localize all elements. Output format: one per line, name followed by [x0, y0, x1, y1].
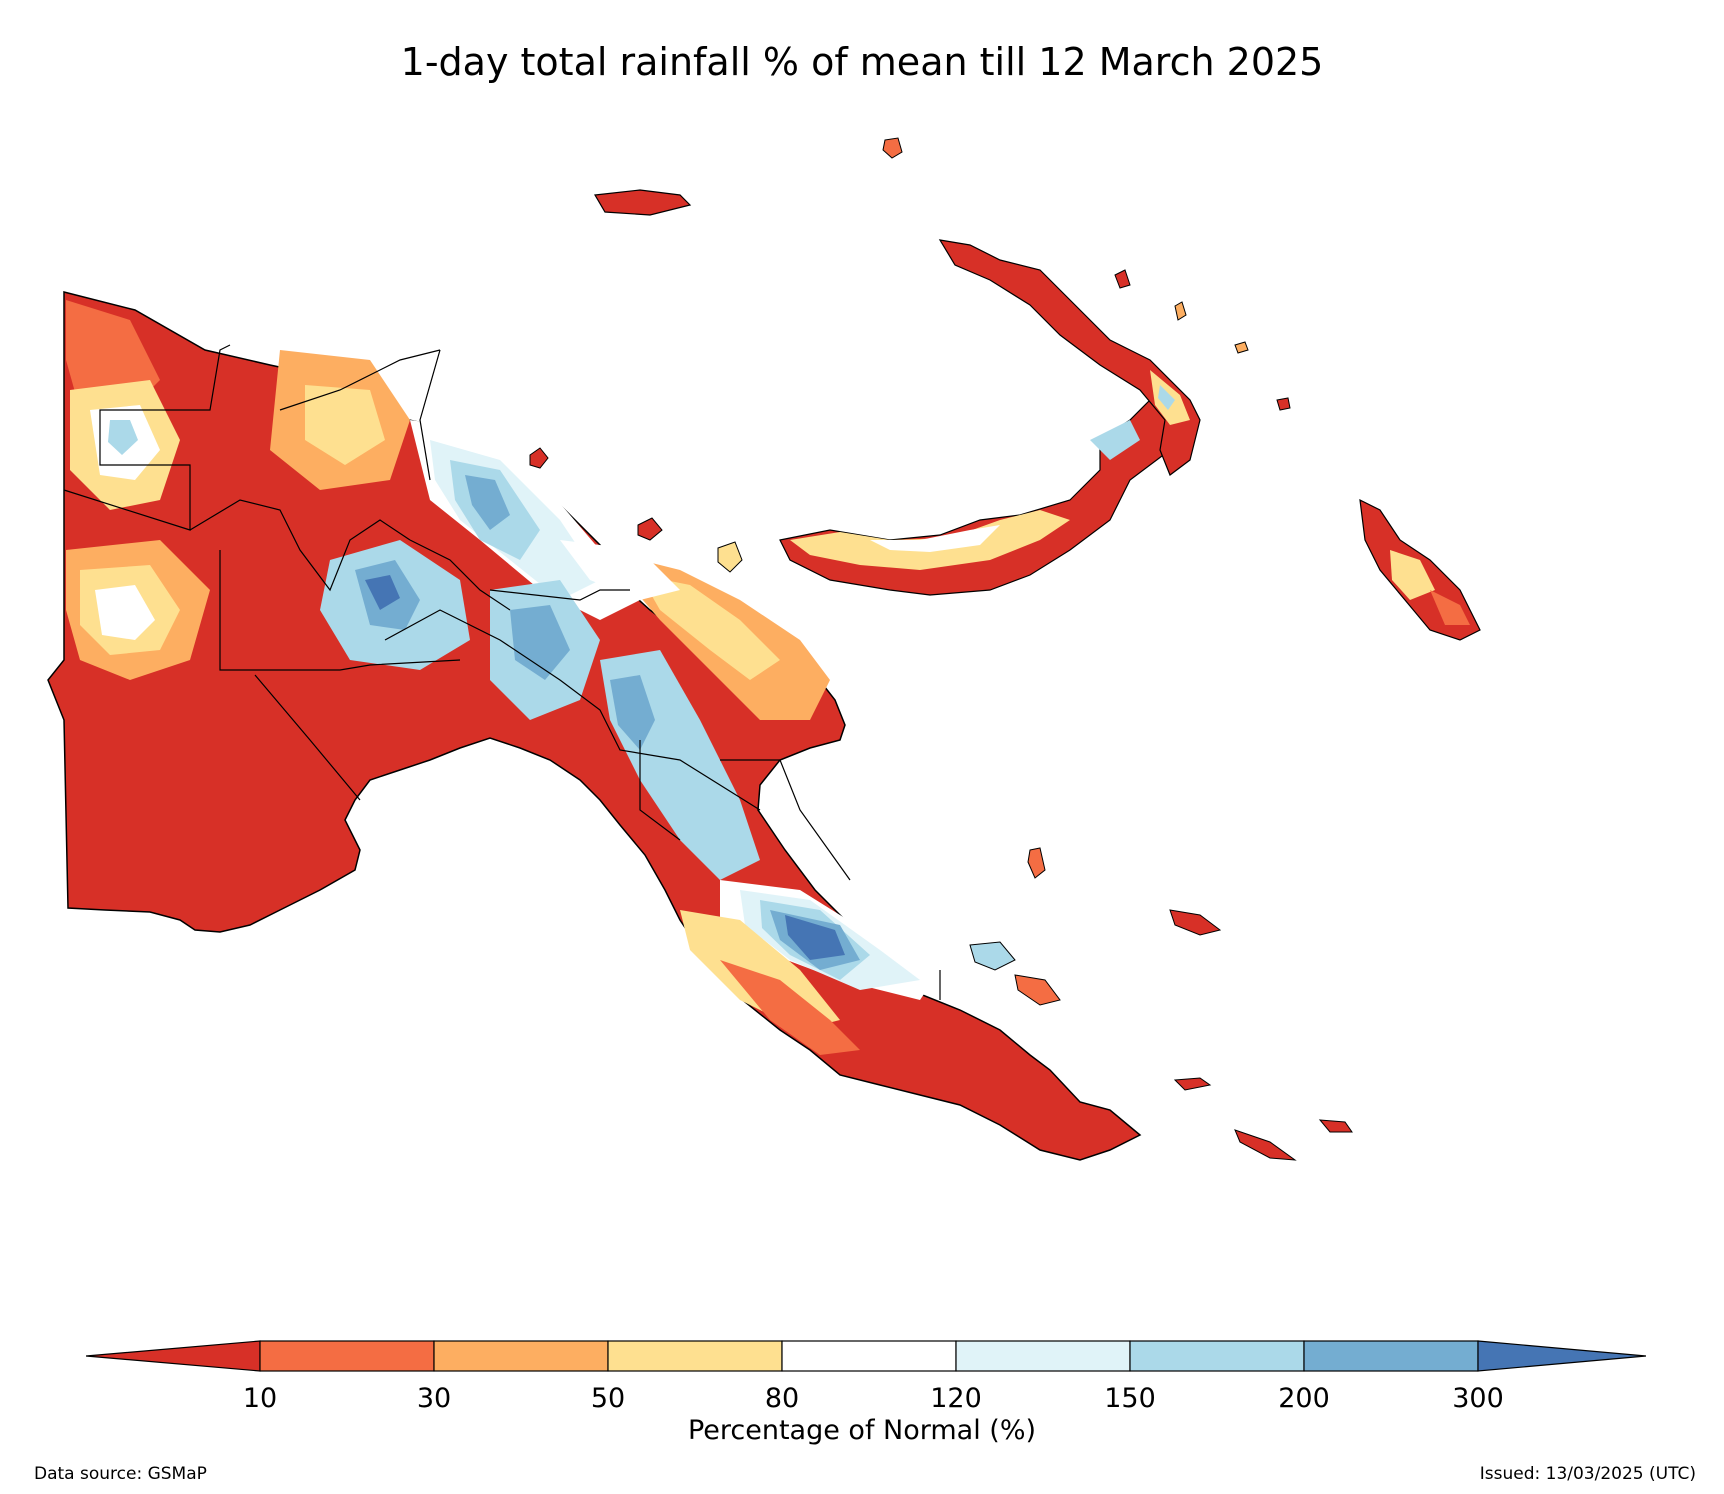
colorbar-tick-label: 50: [590, 1383, 626, 1414]
boundary-line: [409, 539, 511, 611]
patch-orange-south-coast: [720, 960, 860, 1055]
woodlark-island: [1169, 909, 1222, 936]
patch-yellow-north-coast: [640, 575, 780, 680]
new-britain-white: [870, 525, 1000, 552]
colorbar-tick-label: 200: [1278, 1383, 1330, 1414]
mainland: [47, 291, 1142, 1161]
long-island: [637, 517, 663, 541]
colorbar-tick-label: 120: [930, 1383, 982, 1414]
boundary-line: [419, 349, 441, 481]
colorbar-under-triangle: [86, 1340, 261, 1372]
boundary-line: [219, 550, 461, 671]
boundary-line: [384, 609, 761, 811]
ninigo-island: [1114, 269, 1131, 289]
bougainville-orange: [1430, 590, 1470, 625]
data-source-note: Data source: GSMaP: [34, 1464, 207, 1484]
patch-blue-west: [108, 420, 138, 455]
lihir-island: [1276, 397, 1291, 411]
patch-darkblue-ne: [465, 475, 510, 530]
rainfall-map: [47, 137, 1481, 1161]
patch-deepblue-se: [785, 915, 845, 960]
bougainville-yellow: [1390, 550, 1435, 600]
tabar-island: [1174, 301, 1187, 321]
colorbar: [86, 1340, 1646, 1372]
boundary-line: [489, 589, 630, 601]
sudest-island: [1234, 1129, 1297, 1161]
patch-yellow-center: [305, 385, 385, 465]
new-ireland-blue: [1158, 385, 1175, 410]
karkar-island: [529, 447, 549, 469]
misima-island: [1173, 1077, 1212, 1091]
new-ireland-shape: [938, 239, 1201, 476]
colorbar-bin-10-30: [259, 1340, 435, 1372]
colorbar-tick-label: 150: [1104, 1383, 1156, 1414]
new-britain: [779, 399, 1181, 596]
province-boundaries: [63, 344, 941, 1000]
mussau-island: [882, 137, 903, 159]
patch-white-west2: [95, 585, 155, 640]
issued-date-note: Issued: 13/03/2025 (UTC): [1479, 1464, 1696, 1484]
colorbar-bin-30-50: [433, 1340, 609, 1372]
colorbar-tick-label: 30: [416, 1383, 452, 1414]
map-title: 1-day total rainfall % of mean till 12 M…: [400, 40, 1324, 84]
colorbar-tick-label: 80: [764, 1383, 800, 1414]
nissan-island: [1234, 341, 1249, 354]
colorbar-bin-120-150: [955, 1340, 1131, 1372]
colorbar-over-triangle: [1477, 1340, 1646, 1372]
patch-white-north-coast: [560, 540, 680, 600]
boundary-line: [63, 344, 231, 531]
fergusson-island: [969, 941, 1016, 971]
boundary-line: [279, 349, 441, 411]
mainland-shape: [47, 291, 1142, 1161]
manus-island: [594, 189, 692, 216]
colorbar-tick-label: 10: [242, 1383, 278, 1414]
colorbar-tick-label: 300: [1452, 1383, 1504, 1414]
colorbar-title: Percentage of Normal (%): [687, 1415, 1037, 1446]
patch-darkblue-spine: [610, 675, 655, 750]
colorbar-bin-80-120: [781, 1340, 957, 1372]
colorbar-bin-50-80: [607, 1340, 783, 1372]
boundary-line: [189, 499, 411, 592]
new-ireland: [938, 239, 1201, 476]
boundary-line: [720, 759, 851, 881]
new-britain-blue: [1090, 420, 1140, 460]
boundary-line: [254, 674, 361, 801]
trobriand-island: [1027, 847, 1046, 879]
patch-deepblue-highlands: [365, 575, 400, 610]
boundary-line: [639, 740, 681, 841]
umboi-island: [717, 541, 743, 573]
colorbar-bin-200-300: [1303, 1340, 1479, 1372]
bougainville: [1359, 498, 1481, 641]
normanby-island: [1014, 974, 1061, 1006]
colorbar-bin-150-200: [1129, 1340, 1305, 1372]
rossel-island: [1318, 1119, 1353, 1133]
patch-darkblue-central: [510, 605, 570, 680]
